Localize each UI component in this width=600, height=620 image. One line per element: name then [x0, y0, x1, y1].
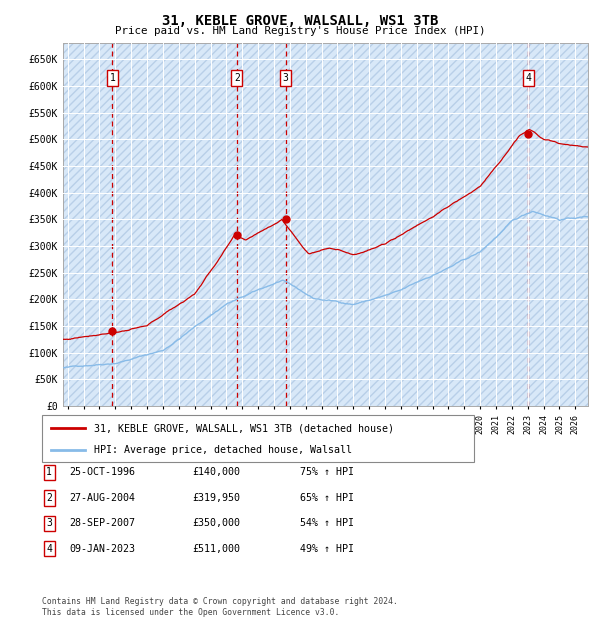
Text: 31, KEBLE GROVE, WALSALL, WS1 3TB: 31, KEBLE GROVE, WALSALL, WS1 3TB [162, 14, 438, 28]
Text: 1: 1 [46, 467, 52, 477]
Text: 25-OCT-1996: 25-OCT-1996 [69, 467, 135, 477]
Text: £511,000: £511,000 [192, 544, 240, 554]
Text: 09-JAN-2023: 09-JAN-2023 [69, 544, 135, 554]
Text: 27-AUG-2004: 27-AUG-2004 [69, 493, 135, 503]
Text: 3: 3 [46, 518, 52, 528]
Text: 54% ↑ HPI: 54% ↑ HPI [300, 518, 354, 528]
Text: £140,000: £140,000 [192, 467, 240, 477]
Text: 1: 1 [109, 73, 115, 83]
Text: 28-SEP-2007: 28-SEP-2007 [69, 518, 135, 528]
Text: 31, KEBLE GROVE, WALSALL, WS1 3TB (detached house): 31, KEBLE GROVE, WALSALL, WS1 3TB (detac… [94, 423, 394, 433]
Text: £319,950: £319,950 [192, 493, 240, 503]
Text: 75% ↑ HPI: 75% ↑ HPI [300, 467, 354, 477]
Text: £350,000: £350,000 [192, 518, 240, 528]
Text: 2: 2 [46, 493, 52, 503]
Text: 4: 4 [46, 544, 52, 554]
FancyBboxPatch shape [42, 415, 474, 462]
Text: 49% ↑ HPI: 49% ↑ HPI [300, 544, 354, 554]
Text: Contains HM Land Registry data © Crown copyright and database right 2024.
This d: Contains HM Land Registry data © Crown c… [42, 598, 398, 617]
Text: 3: 3 [283, 73, 289, 83]
Text: 65% ↑ HPI: 65% ↑ HPI [300, 493, 354, 503]
Text: HPI: Average price, detached house, Walsall: HPI: Average price, detached house, Wals… [94, 445, 352, 455]
Text: 4: 4 [525, 73, 531, 83]
Text: Price paid vs. HM Land Registry's House Price Index (HPI): Price paid vs. HM Land Registry's House … [115, 26, 485, 36]
Text: 2: 2 [234, 73, 240, 83]
